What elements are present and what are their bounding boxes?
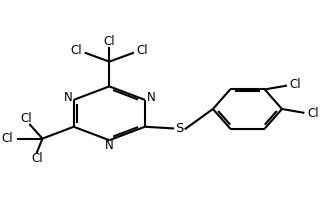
- Text: Cl: Cl: [31, 152, 43, 165]
- Text: N: N: [146, 91, 155, 104]
- Text: Cl: Cl: [70, 44, 82, 56]
- Text: Cl: Cl: [103, 35, 115, 48]
- Text: N: N: [105, 139, 114, 152]
- Text: N: N: [64, 91, 72, 104]
- Text: Cl: Cl: [2, 132, 13, 145]
- Text: Cl: Cl: [21, 112, 33, 125]
- Text: Cl: Cl: [290, 78, 301, 91]
- Text: Cl: Cl: [137, 44, 148, 56]
- Text: Cl: Cl: [307, 107, 319, 120]
- Text: S: S: [175, 123, 184, 135]
